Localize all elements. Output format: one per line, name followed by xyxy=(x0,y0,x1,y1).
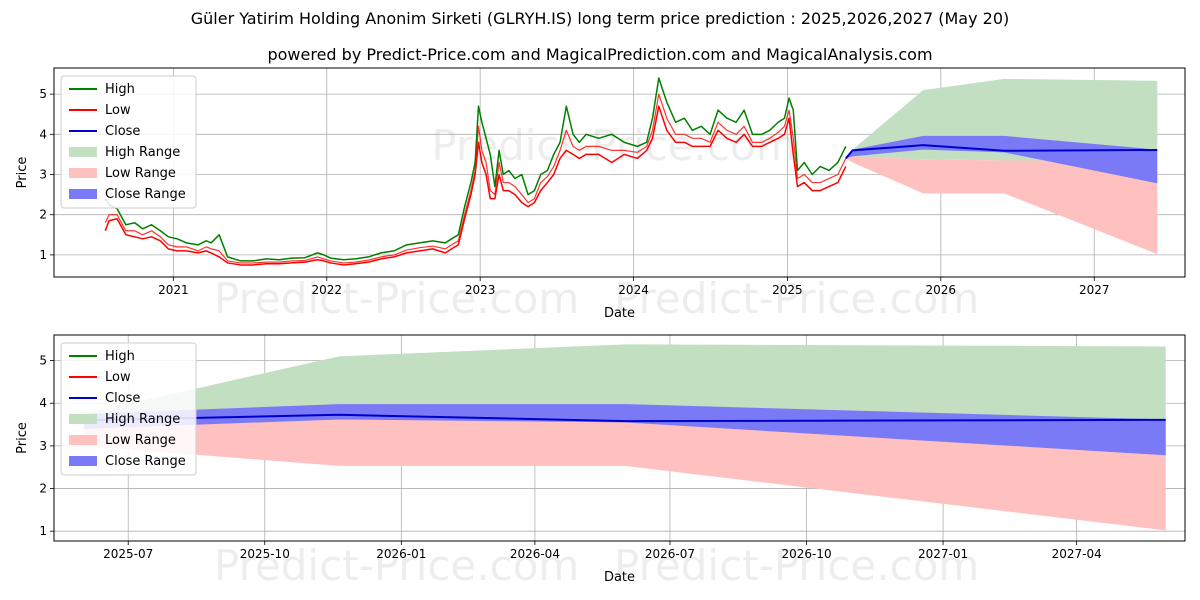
watermark: Predict-Price.com xyxy=(614,274,979,323)
x-tick-label: 2025-07 xyxy=(103,547,153,561)
x-tick-label: 2026-07 xyxy=(645,547,695,561)
plot-frame xyxy=(53,334,1186,542)
y-tick-label: 2 xyxy=(39,208,47,222)
y-tick-label: 4 xyxy=(39,127,47,141)
close-range-band xyxy=(845,135,1158,184)
x-axis-label: Date xyxy=(604,570,635,585)
x-tick-label: 2025 xyxy=(772,283,803,297)
x-tick-label: 2027-01 xyxy=(918,547,968,561)
legend-swatch xyxy=(69,456,97,466)
y-tick-label: 1 xyxy=(39,248,47,262)
legend-label: Low xyxy=(105,370,131,385)
watermark: Predict-Price.com xyxy=(614,541,979,590)
y-axis-label: Price xyxy=(15,422,30,454)
legend-label: High xyxy=(105,349,135,364)
legend-label: Close xyxy=(105,391,140,406)
y-tick-label: 5 xyxy=(39,87,47,101)
low-range-band xyxy=(83,414,1166,531)
legend-label: Close Range xyxy=(105,454,186,469)
chart-title: Güler Yatirim Holding Anonim Sirketi (GL… xyxy=(190,9,1010,28)
close-forecast-line xyxy=(83,413,1166,423)
x-tick-label: 2022 xyxy=(311,283,342,297)
legend-label: High xyxy=(105,82,135,97)
x-tick-label: 2025-10 xyxy=(240,547,290,561)
legend-label: Close Range xyxy=(105,187,186,202)
legend-label: Close xyxy=(105,124,140,139)
y-tick-label: 3 xyxy=(39,439,47,453)
y-tick-label: 3 xyxy=(39,168,47,182)
legend-label: Low Range xyxy=(105,166,176,181)
chart-panel-2: Predict-Price.comPredict-Price.comPredic… xyxy=(15,334,1186,590)
y-tick-label: 1 xyxy=(39,524,47,538)
legend-label: Low xyxy=(105,103,131,118)
watermark: Predict-Price.com xyxy=(214,541,579,590)
x-tick-label: 2027 xyxy=(1079,283,1110,297)
plot-frame xyxy=(53,67,1186,278)
y-tick-label: 2 xyxy=(39,482,47,496)
legend-swatch xyxy=(69,189,97,199)
x-tick-label: 2027-04 xyxy=(1052,547,1102,561)
chart-subtitle: powered by Predict-Price.com and Magical… xyxy=(267,45,933,64)
close-series-line xyxy=(104,93,847,264)
x-tick-label: 2024 xyxy=(618,283,649,297)
legend-swatch xyxy=(69,147,97,157)
x-tick-label: 2026-01 xyxy=(376,547,426,561)
legend-label: High Range xyxy=(105,412,180,427)
close-forecast-line xyxy=(845,144,1158,160)
high-range-band xyxy=(83,344,1166,423)
legend-swatch xyxy=(69,414,97,424)
high-series-line xyxy=(104,77,847,262)
x-tick-label: 2023 xyxy=(465,283,496,297)
watermark: Predict-Price.com xyxy=(214,274,579,323)
legend-label: High Range xyxy=(105,145,180,160)
x-tick-label: 2026-10 xyxy=(781,547,831,561)
y-tick-label: 4 xyxy=(39,396,47,410)
x-tick-label: 2026 xyxy=(926,283,957,297)
close-range-band xyxy=(83,404,1166,456)
low-series-line xyxy=(104,105,847,266)
legend-swatch xyxy=(69,435,97,445)
legend-swatch xyxy=(69,168,97,178)
x-axis-label: Date xyxy=(604,306,635,321)
legend-label: Low Range xyxy=(105,433,176,448)
low-range-band xyxy=(845,156,1158,255)
x-tick-label: 2026-04 xyxy=(510,547,560,561)
y-tick-label: 5 xyxy=(39,354,47,368)
y-axis-label: Price xyxy=(15,157,30,189)
x-tick-label: 2021 xyxy=(158,283,189,297)
